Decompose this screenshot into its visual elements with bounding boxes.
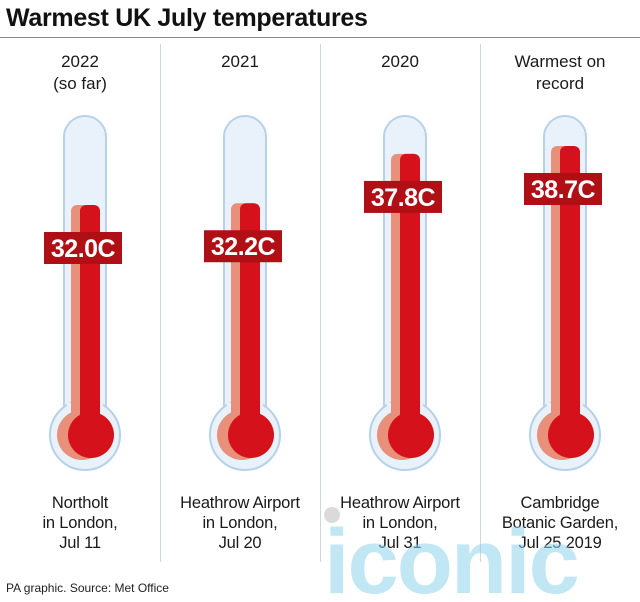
thermometer-column: 2020 37.8C Heathrow Airport in London, Jul 3… <box>320 43 480 565</box>
value-label-bg <box>44 232 122 264</box>
column-caption-line: Northolt <box>51 494 109 512</box>
thermometer: 38.7C <box>524 115 602 471</box>
column-caption-line: Heathrow Airport <box>340 494 460 512</box>
thermometer: 37.8C <box>364 115 442 471</box>
column-caption-line: Jul 20 <box>218 534 262 552</box>
column-caption: Heathrow Airport in London, Jul 20 <box>156 493 324 553</box>
column-caption-line: Jul 31 <box>378 534 422 552</box>
value-label-bg <box>524 173 602 205</box>
column-caption-line: Heathrow Airport <box>180 494 300 512</box>
mercury-column <box>400 153 420 435</box>
thermometer-column: Warmest on record 38.7C Cambridge Botanic Ga… <box>480 43 640 565</box>
column-header-line: record <box>535 74 585 93</box>
mercury-bulb <box>68 412 114 458</box>
column-caption-line: Jul 25 2019 <box>518 534 602 552</box>
column-divider <box>160 44 161 562</box>
column-header-line: (so far) <box>53 74 107 93</box>
value-label-bg <box>204 230 282 263</box>
column-header-line: 2021 <box>221 52 259 71</box>
column-header: 2021 <box>160 51 320 73</box>
value-label: 37.8C <box>371 184 436 212</box>
column-caption-line: Cambridge <box>520 494 600 512</box>
value-label: 38.7C <box>531 176 596 204</box>
value-label: 32.2C <box>211 233 276 261</box>
title-rule <box>0 37 640 38</box>
column-caption: Cambridge Botanic Garden, Jul 25 2019 <box>476 493 640 553</box>
value-label: 32.0C <box>51 235 116 263</box>
column-header-line: 2020 <box>381 52 419 71</box>
watermark-text: iconic <box>324 511 578 602</box>
column-header: 2022 (so far) <box>0 51 160 95</box>
thermometer-column: 2022 (so far) 32.0C Northolt in London, Jul 1… <box>0 43 160 565</box>
column-header: Warmest on record <box>480 51 640 95</box>
mercury-bulb <box>228 412 274 458</box>
column-caption-line: in London, <box>42 514 118 532</box>
column-header-line: 2022 <box>61 52 99 71</box>
column-header: 2020 <box>320 51 480 73</box>
mercury-bulb <box>548 412 594 458</box>
thermometer-column: 2021 32.2C Heathrow Airport in London, Jul 2… <box>160 43 320 565</box>
source-footer: PA graphic. Source: Met Office <box>6 581 169 595</box>
thermometer: 32.2C <box>204 115 282 471</box>
column-divider <box>480 44 481 562</box>
column-caption-line: in London, <box>202 514 278 532</box>
column-header-line: Warmest on <box>514 52 606 71</box>
value-label-bg <box>364 180 442 213</box>
thermometer: 32.0C <box>44 115 122 471</box>
mercury-bulb <box>388 412 434 458</box>
column-caption: Heathrow Airport in London, Jul 31 <box>316 493 484 553</box>
column-divider <box>320 44 321 562</box>
column-caption-line: in London, <box>362 514 438 532</box>
chart-title: Warmest UK July temperatures <box>6 4 368 32</box>
column-caption: Northolt in London, Jul 11 <box>0 493 164 553</box>
mercury-column <box>560 146 580 435</box>
column-caption-line: Botanic Garden, <box>501 514 619 532</box>
iconic-watermark: iconic <box>324 507 580 602</box>
column-caption-line: Jul 11 <box>59 534 101 552</box>
